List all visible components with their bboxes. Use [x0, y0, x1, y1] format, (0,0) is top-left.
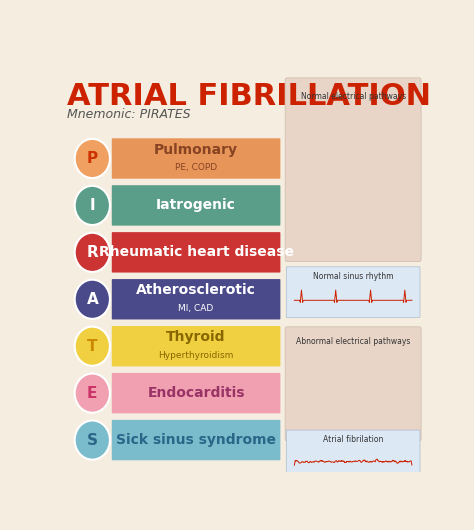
- Text: Pulmonary: Pulmonary: [154, 143, 238, 156]
- FancyBboxPatch shape: [285, 78, 421, 261]
- Text: Normal electrical pathways: Normal electrical pathways: [301, 92, 406, 101]
- Text: Hyperthyroidism: Hyperthyroidism: [158, 351, 234, 360]
- Circle shape: [75, 186, 110, 225]
- FancyBboxPatch shape: [112, 279, 281, 320]
- Text: P: P: [87, 151, 98, 166]
- Circle shape: [75, 420, 110, 460]
- Text: Rheumatic heart disease: Rheumatic heart disease: [99, 245, 293, 259]
- Text: Normal sinus rhythm: Normal sinus rhythm: [313, 272, 393, 281]
- FancyBboxPatch shape: [286, 267, 420, 317]
- FancyBboxPatch shape: [286, 430, 420, 476]
- Text: R: R: [86, 245, 98, 260]
- FancyBboxPatch shape: [112, 138, 281, 179]
- FancyBboxPatch shape: [285, 327, 421, 441]
- Text: ATRIAL FIBRILLATION: ATRIAL FIBRILLATION: [66, 82, 430, 111]
- Text: Atherosclerotic: Atherosclerotic: [136, 284, 256, 297]
- Text: Atrial fibrilation: Atrial fibrilation: [323, 435, 383, 444]
- Text: T: T: [87, 339, 98, 354]
- Text: Mnemonic: PIRATES: Mnemonic: PIRATES: [66, 109, 190, 121]
- Text: Thyroid: Thyroid: [166, 330, 226, 344]
- Text: Abnormal electrical pathways: Abnormal electrical pathways: [296, 337, 410, 346]
- Text: I: I: [90, 198, 95, 213]
- Text: Endocarditis: Endocarditis: [147, 386, 245, 400]
- FancyBboxPatch shape: [112, 373, 281, 413]
- FancyBboxPatch shape: [112, 232, 281, 272]
- Text: Iatrogenic: Iatrogenic: [156, 198, 236, 213]
- FancyBboxPatch shape: [112, 185, 281, 226]
- Text: S: S: [87, 432, 98, 447]
- Circle shape: [75, 139, 110, 178]
- FancyBboxPatch shape: [112, 326, 281, 366]
- FancyBboxPatch shape: [112, 420, 281, 460]
- Circle shape: [75, 326, 110, 366]
- Text: Sick sinus syndrome: Sick sinus syndrome: [116, 433, 276, 447]
- Circle shape: [75, 280, 110, 319]
- Text: PE, COPD: PE, COPD: [175, 163, 217, 172]
- Circle shape: [75, 374, 110, 413]
- Circle shape: [75, 233, 110, 272]
- Text: E: E: [87, 386, 98, 401]
- Text: A: A: [86, 292, 98, 307]
- Text: MI, CAD: MI, CAD: [179, 304, 214, 313]
